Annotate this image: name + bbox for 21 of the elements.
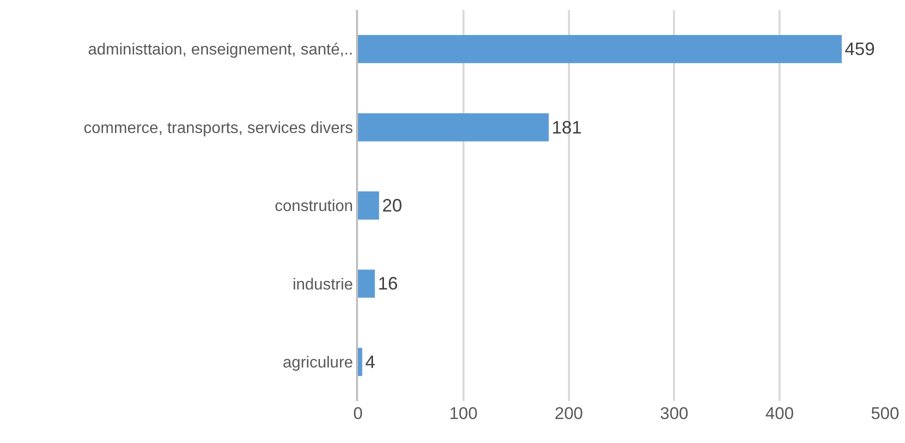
data-label: 20 [382,196,402,216]
data-label: 181 [552,117,582,138]
x-tick-label: 0 [353,404,363,423]
x-tick-label: 200 [554,404,583,423]
bar [358,191,380,220]
x-tick-label: 300 [660,404,688,423]
y-tick-label: constrution [274,198,354,216]
bar [358,113,549,142]
x-tick-label: 100 [449,404,478,423]
x-tick-label: 500 [870,404,900,423]
bar [358,35,842,64]
data-label: 16 [378,274,398,294]
data-label: 459 [844,39,875,60]
y-tick-label: industrie [292,276,354,294]
y-tick-label: agriculure [282,354,354,372]
y-tick-label: commerce, transports, services divers [84,120,354,137]
y-tick-label: administtaion, enseignement, santé,.. [88,42,354,59]
x-tick-label: 400 [765,404,794,423]
data-label: 4 [365,352,376,372]
bar [358,270,375,298]
bar [358,348,362,376]
